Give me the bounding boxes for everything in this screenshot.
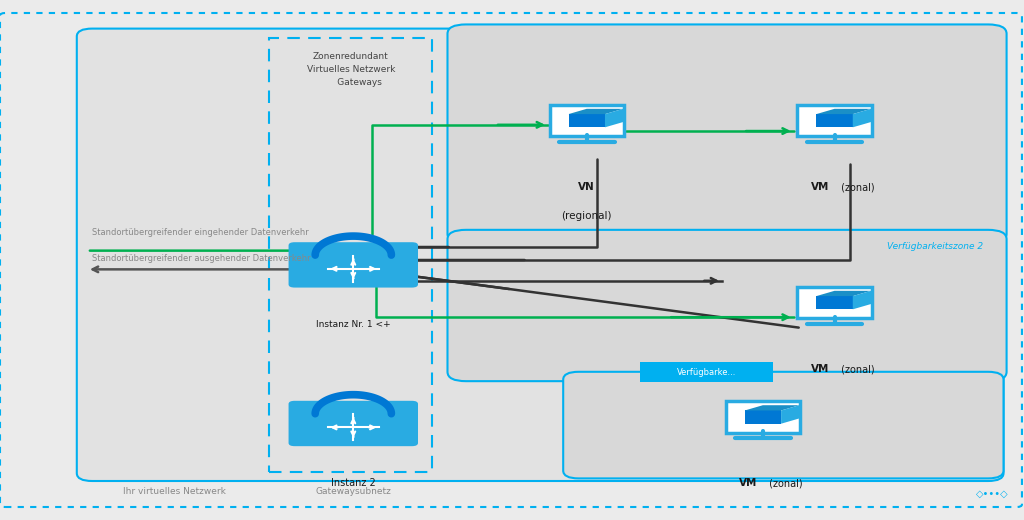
Polygon shape	[744, 410, 781, 424]
FancyBboxPatch shape	[726, 401, 800, 433]
FancyBboxPatch shape	[550, 105, 624, 136]
Polygon shape	[568, 114, 605, 127]
Text: ◇•••◇: ◇•••◇	[976, 489, 1009, 499]
FancyBboxPatch shape	[289, 401, 418, 446]
Polygon shape	[853, 291, 871, 309]
Text: VM: VM	[811, 364, 829, 374]
Text: Instanz Nr. 1 <+: Instanz Nr. 1 <+	[316, 320, 390, 329]
Text: (zonal): (zonal)	[766, 478, 803, 488]
Text: (regional): (regional)	[561, 211, 612, 220]
Polygon shape	[853, 109, 871, 127]
Text: VM: VM	[739, 478, 758, 488]
Text: (zonal): (zonal)	[838, 182, 874, 192]
Polygon shape	[816, 114, 853, 127]
FancyBboxPatch shape	[447, 230, 1007, 381]
Polygon shape	[816, 291, 871, 296]
FancyBboxPatch shape	[0, 13, 1022, 507]
FancyBboxPatch shape	[447, 24, 1007, 243]
Text: Instanz 2: Instanz 2	[331, 478, 376, 488]
Text: VN: VN	[579, 182, 595, 192]
Text: Verfügbarke...: Verfügbarke...	[677, 368, 736, 377]
Polygon shape	[744, 405, 800, 410]
Text: (zonal): (zonal)	[838, 364, 874, 374]
Text: Ihr virtuelles Netzwerk: Ihr virtuelles Netzwerk	[123, 487, 225, 496]
Polygon shape	[816, 109, 871, 114]
Text: Standortübergreifender ausgehender Datenverkehr: Standortübergreifender ausgehender Daten…	[92, 254, 311, 263]
Polygon shape	[781, 405, 800, 424]
Text: Verfügbarkeitszone 2: Verfügbarkeitszone 2	[887, 242, 983, 251]
FancyBboxPatch shape	[563, 372, 1004, 478]
Polygon shape	[816, 296, 853, 309]
Text: Zonenredundant
Virtuelles Netzwerk
      Gateways: Zonenredundant Virtuelles Netzwerk Gatew…	[306, 52, 395, 87]
Text: VM: VM	[811, 182, 829, 192]
Bar	[640, 362, 773, 382]
Text: Gatewaysubnetz: Gatewaysubnetz	[315, 487, 391, 496]
Polygon shape	[568, 109, 624, 114]
FancyBboxPatch shape	[289, 242, 418, 288]
Text: Standortübergreifender eingehender Datenverkehr: Standortübergreifender eingehender Daten…	[92, 228, 309, 237]
FancyBboxPatch shape	[798, 105, 871, 136]
FancyBboxPatch shape	[77, 29, 1004, 481]
FancyBboxPatch shape	[798, 287, 871, 318]
FancyBboxPatch shape	[269, 38, 432, 472]
Polygon shape	[605, 109, 624, 127]
